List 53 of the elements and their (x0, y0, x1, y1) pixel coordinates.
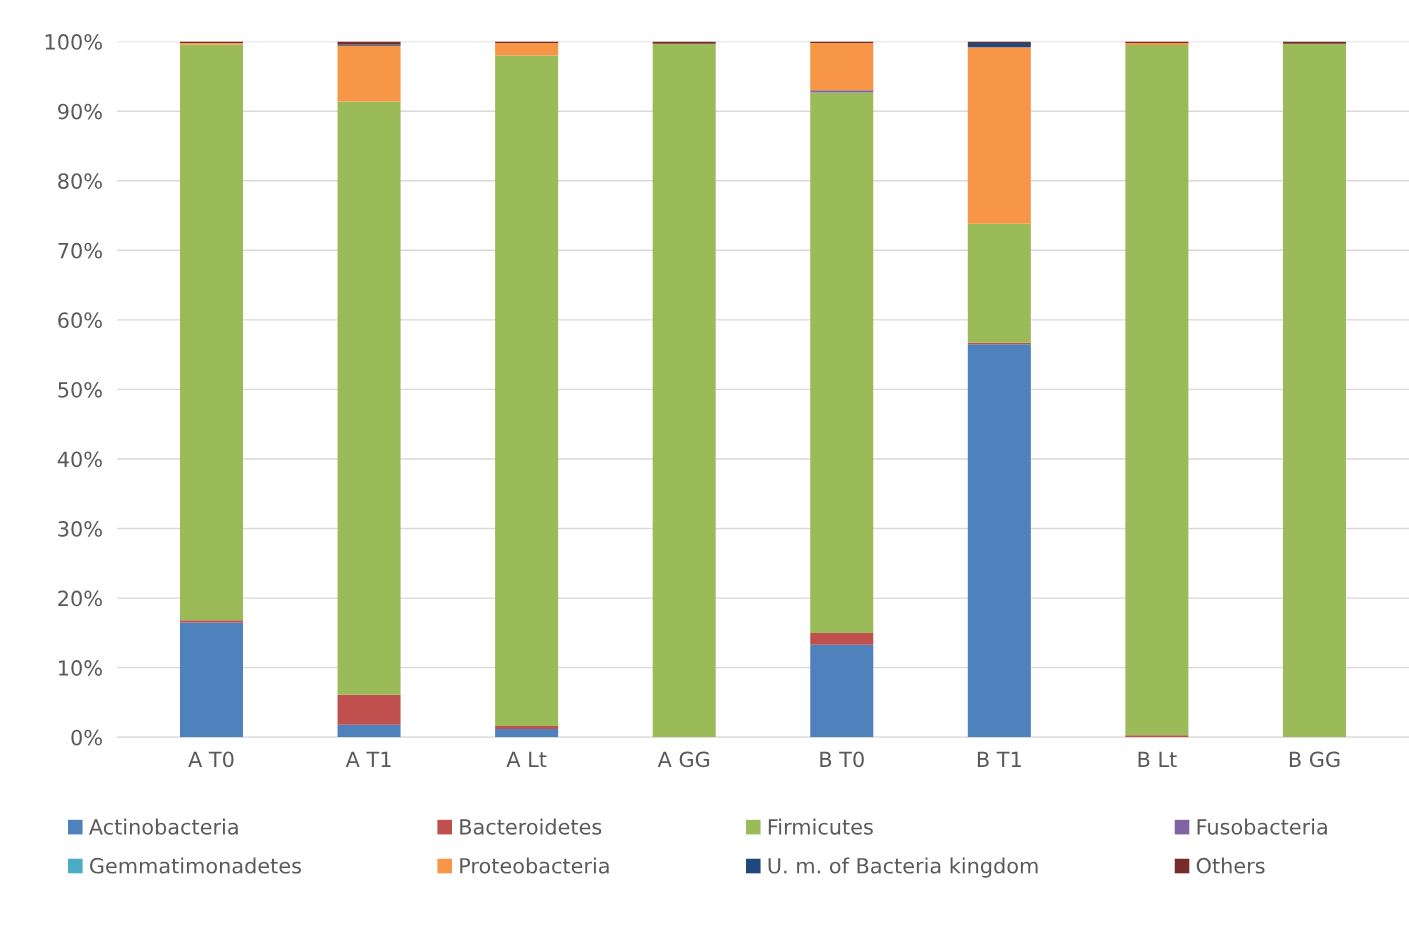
bar (967, 47, 1031, 224)
x-tick-label: A Lt (506, 751, 547, 767)
y-tick-label: 50% (58, 381, 102, 398)
legend-label: Fusobacteria (1197, 818, 1327, 835)
x-tick-label: B Lt (1138, 751, 1177, 767)
x-tick-label: B GG (1289, 751, 1340, 768)
legend-label: Gemmatimonadetes (89, 857, 301, 874)
legend-label: Bacteroidetes (460, 818, 602, 835)
y-tick-label: 40% (57, 451, 102, 468)
x-tick-label: A T1 (345, 751, 391, 767)
bar (810, 43, 874, 91)
y-tick-label: 10% (59, 660, 102, 676)
y-tick-label: 70% (58, 242, 102, 259)
y-tick-label: 0% (71, 729, 102, 746)
y-tick-label: 60% (58, 312, 102, 329)
bar (810, 644, 874, 738)
bar (1282, 43, 1346, 738)
bar (337, 694, 401, 725)
bar (495, 728, 559, 738)
bar (1282, 41, 1346, 44)
bar (179, 620, 243, 623)
y-tick-label: 90% (58, 103, 102, 120)
bar (810, 92, 874, 633)
bar (967, 43, 1031, 48)
bar (495, 55, 559, 727)
legend-label: U. m. of Bacteria kingdom (768, 857, 1038, 878)
x-tick-label: A T0 (188, 751, 234, 768)
bar (967, 344, 1031, 738)
x-tick-label: A GG (657, 751, 710, 768)
y-tick-label: 100% (45, 34, 102, 50)
bar (810, 90, 874, 93)
y-tick-label: 20% (58, 590, 102, 607)
bar (337, 724, 401, 738)
bar (967, 223, 1031, 343)
legend-label: Firmicutes (768, 818, 873, 835)
bar (495, 43, 559, 56)
bar (495, 726, 559, 729)
bar (810, 632, 874, 645)
bar (1125, 735, 1189, 738)
y-tick-label: 30% (58, 521, 102, 537)
bar (179, 622, 243, 738)
bar (337, 101, 401, 695)
bar (337, 45, 401, 102)
legend-label: Others (1196, 857, 1265, 874)
bar (179, 44, 243, 621)
legend-label: Actinobacteria (88, 818, 238, 835)
x-tick-label: B T0 (820, 751, 864, 768)
bar (652, 41, 716, 44)
y-tick-label: 80% (58, 173, 102, 189)
bar (1125, 45, 1189, 736)
legend-label: Proteobacteria (460, 857, 609, 874)
x-tick-label: B T1 (977, 751, 1021, 767)
bar (652, 43, 716, 738)
